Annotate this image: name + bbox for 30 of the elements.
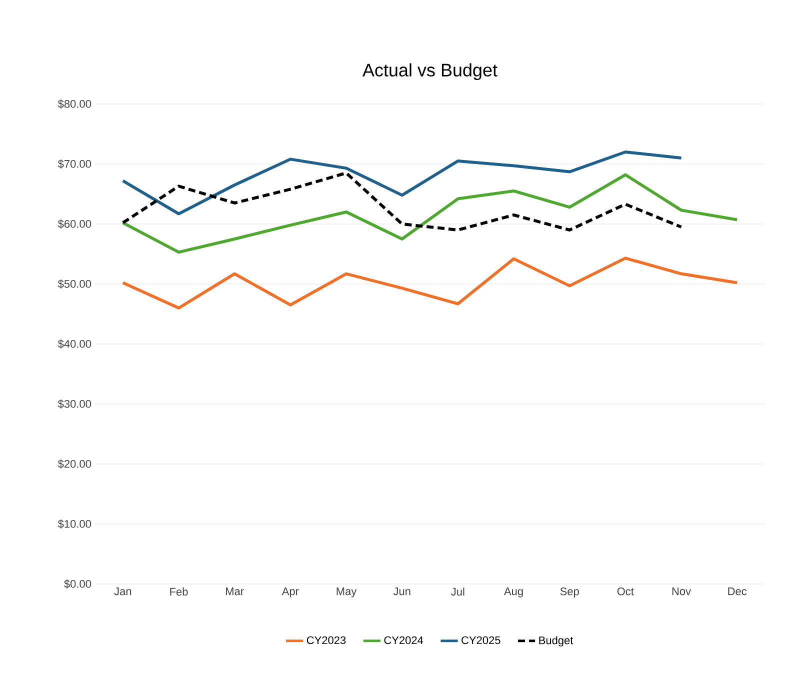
y-tick-label: $80.00 <box>58 100 92 108</box>
legend-label: Budget <box>539 636 574 646</box>
line-series <box>121 256 739 310</box>
y-tick-label: $20.00 <box>58 460 92 468</box>
chart-title: Actual vs Budget <box>362 63 498 80</box>
legend-label: CY2023 <box>306 636 346 644</box>
y-tick-label: $10.00 <box>58 520 92 528</box>
y-tick-label: $40.00 <box>58 340 92 348</box>
y-tick-label: $70.00 <box>58 160 92 168</box>
legend-label: CY2024 <box>384 636 424 644</box>
x-tick-label: May <box>336 588 357 598</box>
y-tick-label: $30.00 <box>58 400 92 408</box>
x-tick-label: Jul <box>451 588 464 596</box>
x-tick-label: Feb <box>170 588 188 596</box>
x-tick-label: Dec <box>728 588 747 596</box>
legend-label: CY2025 <box>462 636 500 644</box>
line-series <box>121 173 739 254</box>
x-tick-label: Apr <box>282 588 299 598</box>
x-tick-label: Aug <box>504 588 523 598</box>
y-tick-label: $50.00 <box>58 280 92 288</box>
line-series <box>121 150 683 216</box>
x-tick-label: Oct <box>617 588 634 596</box>
x-tick-label: Nov <box>672 588 691 596</box>
x-tick-label: Mar <box>226 588 244 596</box>
x-tick-label: Jun <box>393 588 410 596</box>
line-series <box>121 171 683 232</box>
y-tick-label: $60.00 <box>58 220 92 228</box>
x-tick-label: Jan <box>114 588 132 596</box>
x-tick-label: Sep <box>560 588 579 598</box>
y-tick-label: $0.00 <box>64 580 92 588</box>
